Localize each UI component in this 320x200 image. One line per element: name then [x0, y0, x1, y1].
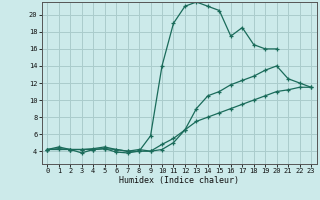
X-axis label: Humidex (Indice chaleur): Humidex (Indice chaleur)	[119, 176, 239, 185]
